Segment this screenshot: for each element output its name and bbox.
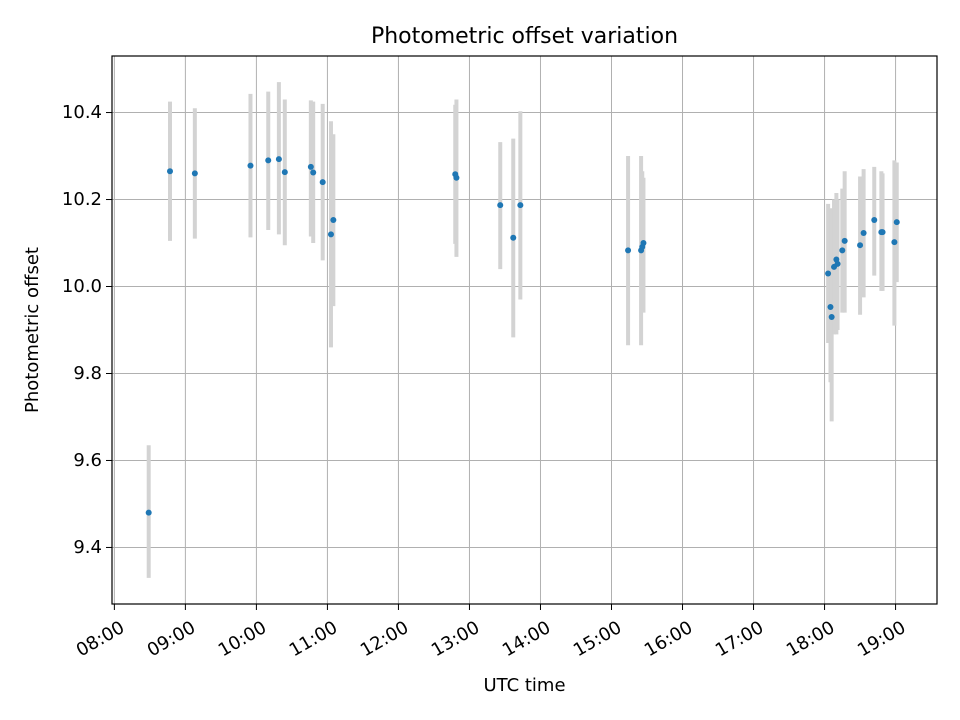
data-point [327,231,334,238]
data-point [453,174,460,181]
data-point [275,156,282,163]
x-tick-label: 19:00 [854,617,909,661]
data-point [307,163,314,170]
data-point [510,234,517,241]
data-point [310,169,317,176]
data-point [166,168,173,175]
data-point [871,216,878,223]
y-tick-label: 10.2 [62,189,102,210]
data-point [841,237,848,244]
data-point [497,202,504,209]
data-point [860,230,867,237]
x-tick-label: 17:00 [712,617,767,661]
data-point [640,240,647,247]
x-tick-label: 09:00 [144,617,199,661]
x-tick-label: 08:00 [73,617,128,661]
data-point [265,157,272,164]
chart-title: Photometric offset variation [371,24,678,49]
y-axis-title: Photometric offset [22,247,43,413]
y-tick-label: 10.4 [62,102,102,123]
x-tick-label: 11:00 [286,617,341,661]
data-point [825,270,832,277]
data-point [827,303,834,310]
y-tick-label: 10.0 [62,276,102,297]
x-tick-label: 15:00 [570,617,625,661]
x-tick-label: 16:00 [641,617,696,661]
data-point [891,239,898,246]
data-point [330,216,337,223]
data-point [834,260,841,267]
x-tick-label: 14:00 [499,617,554,661]
data-point [517,202,524,209]
data-point [839,247,846,254]
data-point [879,229,886,236]
x-axis-ticks: 08:00 09:00 10:00 11:00 12:00 13:00 14:00 15:00… [73,604,909,661]
data-point [247,162,254,169]
data-point [828,313,835,320]
data-points [145,156,900,516]
x-tick-label: 18:00 [783,617,838,661]
x-gridlines [113,56,897,604]
data-point [893,219,900,226]
data-point [857,242,864,249]
y-tick-label: 9.8 [73,363,102,384]
x-tick-label: 12:00 [357,617,412,661]
y-gridlines [112,112,937,548]
data-point [191,170,198,177]
x-tick-label: 13:00 [428,617,483,661]
data-point [145,509,152,516]
x-tick-label: 10:00 [215,617,270,661]
x-axis-title: UTC time [483,675,565,696]
data-point [625,247,632,254]
data-point [281,169,288,176]
plot-frame [111,55,938,605]
error-bars [146,82,899,578]
y-tick-label: 9.6 [73,450,102,471]
y-axis-ticks: 9.4 9.6 9.8 10.0 10.2 10.4 [62,102,112,558]
y-tick-label: 9.4 [73,537,102,558]
data-point [319,179,326,186]
